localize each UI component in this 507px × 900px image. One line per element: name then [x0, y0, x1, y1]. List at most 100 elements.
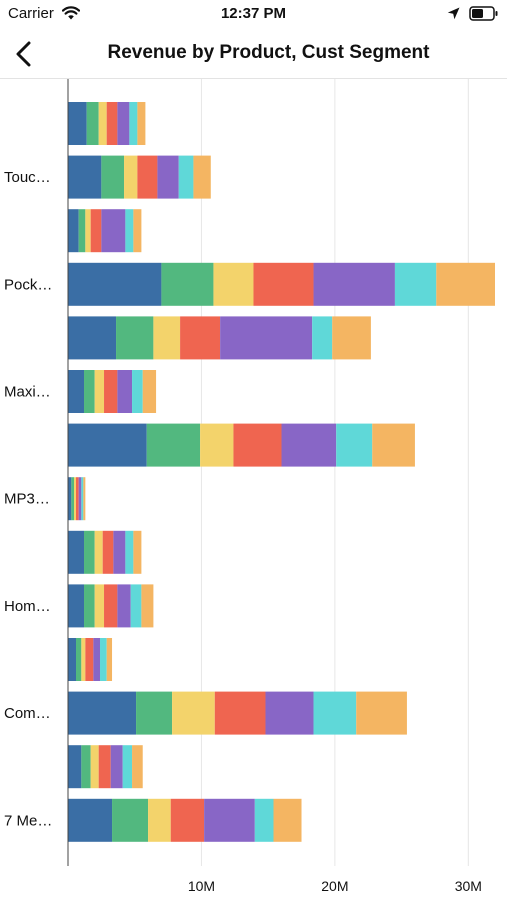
category-label: MP3…: [4, 491, 50, 508]
bar-segment: [137, 102, 146, 145]
bar-segment: [106, 638, 113, 681]
bar-segment: [68, 102, 87, 145]
bar-segment: [141, 584, 154, 628]
bar-segment: [214, 691, 266, 735]
bar-segment: [157, 155, 179, 199]
bar-segment: [332, 316, 371, 360]
bar-segment: [68, 262, 162, 306]
bar-segment: [101, 155, 125, 199]
bar-segment: [265, 691, 314, 735]
bar-segment: [81, 638, 86, 681]
bar-segment: [125, 530, 134, 574]
bar-segment: [68, 155, 102, 199]
bar-segment: [81, 477, 84, 521]
bar-segment: [281, 423, 337, 467]
bar-segment: [336, 423, 373, 467]
bar-segment: [100, 638, 107, 681]
x-tick-label: 30M: [455, 878, 482, 894]
bar-segment: [112, 798, 149, 842]
bar-segment: [122, 745, 133, 789]
bar-segment: [98, 102, 107, 145]
bar-segment: [94, 584, 105, 628]
bar-segment: [153, 316, 181, 360]
battery-icon: [469, 6, 498, 21]
bar-segment: [68, 530, 85, 574]
bar-segment: [83, 477, 86, 521]
bar-segment: [133, 209, 142, 253]
category-label: Hom…: [4, 598, 51, 615]
bar-segment: [313, 262, 395, 306]
bar-segment: [84, 584, 95, 628]
carrier-label: Carrier: [8, 5, 54, 22]
bar-segment: [93, 638, 101, 681]
bar-segment: [137, 155, 158, 199]
wifi-icon: [62, 6, 80, 20]
bar-segment: [116, 316, 154, 360]
bar-segment: [133, 530, 142, 574]
bar-segment: [148, 798, 171, 842]
bar-segment: [180, 316, 221, 360]
bar-segment: [102, 530, 114, 574]
bar-segment: [356, 691, 407, 735]
bar-segment: [220, 316, 313, 360]
bar-segment: [372, 423, 415, 467]
bar-segment: [68, 691, 137, 735]
bar-segment: [312, 316, 333, 360]
bar-segment: [129, 102, 138, 145]
bar-segment: [172, 691, 215, 735]
category-label: Pock…: [4, 276, 52, 293]
revenue-chart: Touc… Pock… Maxi… MP3… Hom… Com… 7 Me… 10M 20M 30…: [0, 79, 507, 900]
bar-segment: [110, 745, 123, 789]
bar-segment: [106, 102, 118, 145]
bar-segment: [117, 102, 130, 145]
bar-segment: [76, 638, 82, 681]
bar-segment: [86, 102, 99, 145]
page-title: Revenue by Product, Cust Segment: [107, 42, 430, 63]
bar-segment: [117, 370, 133, 413]
bar-segment: [213, 262, 254, 306]
navigation-bar: Revenue by Product, Cust Segment: [0, 28, 507, 79]
bar-segment: [204, 798, 255, 842]
bar-segment: [90, 209, 102, 253]
bar-segment: [132, 370, 143, 413]
x-tick-label: 10M: [188, 878, 215, 894]
bar-segment: [94, 530, 103, 574]
bar-segment: [76, 477, 79, 521]
category-label: 7 Me…: [4, 812, 52, 829]
bar-segment: [74, 477, 77, 521]
back-button[interactable]: [6, 34, 46, 72]
stacked-bar-chart: Touc… Pock… Maxi… MP3… Hom… Com… 7 Me… 10M 20M 30…: [4, 79, 495, 894]
bar-segment: [254, 798, 274, 842]
chevron-left-icon: [16, 41, 31, 67]
bar-segment: [130, 584, 142, 628]
bar-segment: [85, 638, 94, 681]
bar-segment: [68, 584, 85, 628]
category-label: Com…: [4, 705, 51, 722]
bar-segment: [394, 262, 437, 306]
bar-segment: [68, 477, 72, 521]
bar-segment: [233, 423, 282, 467]
bar-segment: [85, 209, 91, 253]
bar-segment: [68, 316, 117, 360]
x-tick-label: 20M: [321, 878, 348, 894]
bar-segment: [117, 584, 131, 628]
bar-segment: [313, 691, 357, 735]
bar-segment: [136, 691, 173, 735]
bar-segment: [132, 745, 143, 789]
bar-segment: [98, 745, 111, 789]
bar-segment: [178, 155, 194, 199]
bar-segment: [68, 745, 82, 789]
bar-segment: [68, 798, 113, 842]
bar-segment: [146, 423, 201, 467]
bar-segment: [78, 477, 82, 521]
bar-segment: [90, 745, 99, 789]
bar-segment: [84, 370, 95, 413]
location-arrow-icon: [447, 7, 460, 20]
bar-segment: [193, 155, 211, 199]
bar-segment: [104, 370, 118, 413]
bar-segment: [68, 638, 77, 681]
bar-segment: [68, 423, 147, 467]
bar-segment: [101, 209, 126, 253]
bar-segment: [161, 262, 214, 306]
bar-segment: [436, 262, 495, 306]
